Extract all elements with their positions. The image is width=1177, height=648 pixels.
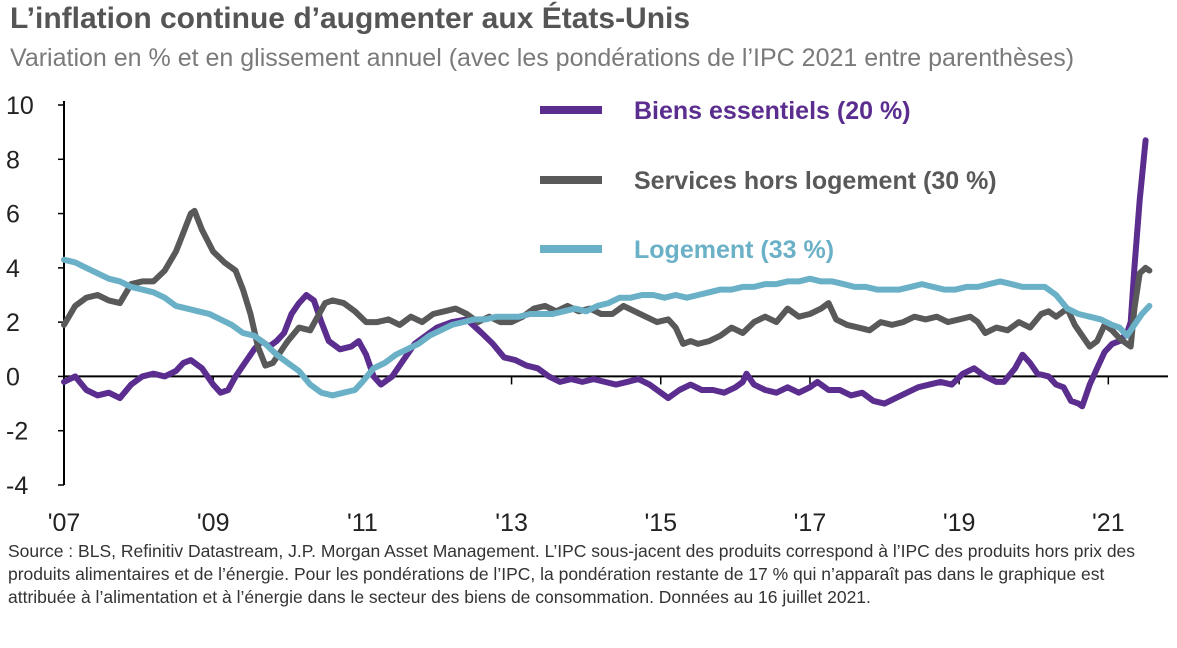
x-tick-label: '07 [48, 509, 81, 537]
series-line-0 [61, 137, 1149, 410]
chart-subtitle: Variation en % et en glissement annuel (… [10, 44, 1075, 72]
y-tick-label: 6 [6, 201, 20, 229]
series-line-1 [61, 207, 1153, 369]
legend-label-2: Logement (33 %) [634, 236, 834, 264]
x-tick-label: '13 [495, 509, 528, 537]
x-tick-label: '19 [943, 509, 976, 537]
x-tick-label: '15 [644, 509, 677, 537]
y-tick-label: -4 [6, 472, 28, 500]
x-tick-label: '11 [347, 509, 378, 537]
series-lines [61, 137, 1153, 410]
y-tick-label: 2 [6, 309, 20, 337]
y-tick-label: 4 [6, 255, 20, 283]
legend-label-1: Services hors logement (30 %) [634, 167, 997, 195]
chart-title: L’inflation continue d’augmenter aux Éta… [10, 2, 691, 35]
y-tick-label: 0 [6, 363, 20, 391]
y-tick-label: 10 [6, 92, 34, 120]
x-tick-label: '09 [197, 509, 230, 537]
legend-label-0: Biens essentiels (20 %) [634, 97, 911, 125]
x-tick-label: '17 [794, 509, 827, 537]
y-tick-label: 8 [6, 146, 20, 174]
line-chart: 10 8 6 4 2 0 -2 -4 '07 '09 '11 '13 '15 '17 '19 '21 Bien… [6, 92, 1168, 537]
y-tick-label: -2 [6, 418, 28, 446]
chart-legend: Biens essentiels (20 %) Services hors log… [540, 97, 997, 264]
source-note: Source : BLS, Refinitiv Datastream, J.P.… [8, 541, 1136, 607]
x-tick-label: '21 [1092, 509, 1125, 537]
chart-axes: 10 8 6 4 2 0 -2 -4 '07 '09 '11 '13 '15 '17 '19 '21 [6, 92, 1168, 537]
series-line-2 [61, 256, 1153, 399]
